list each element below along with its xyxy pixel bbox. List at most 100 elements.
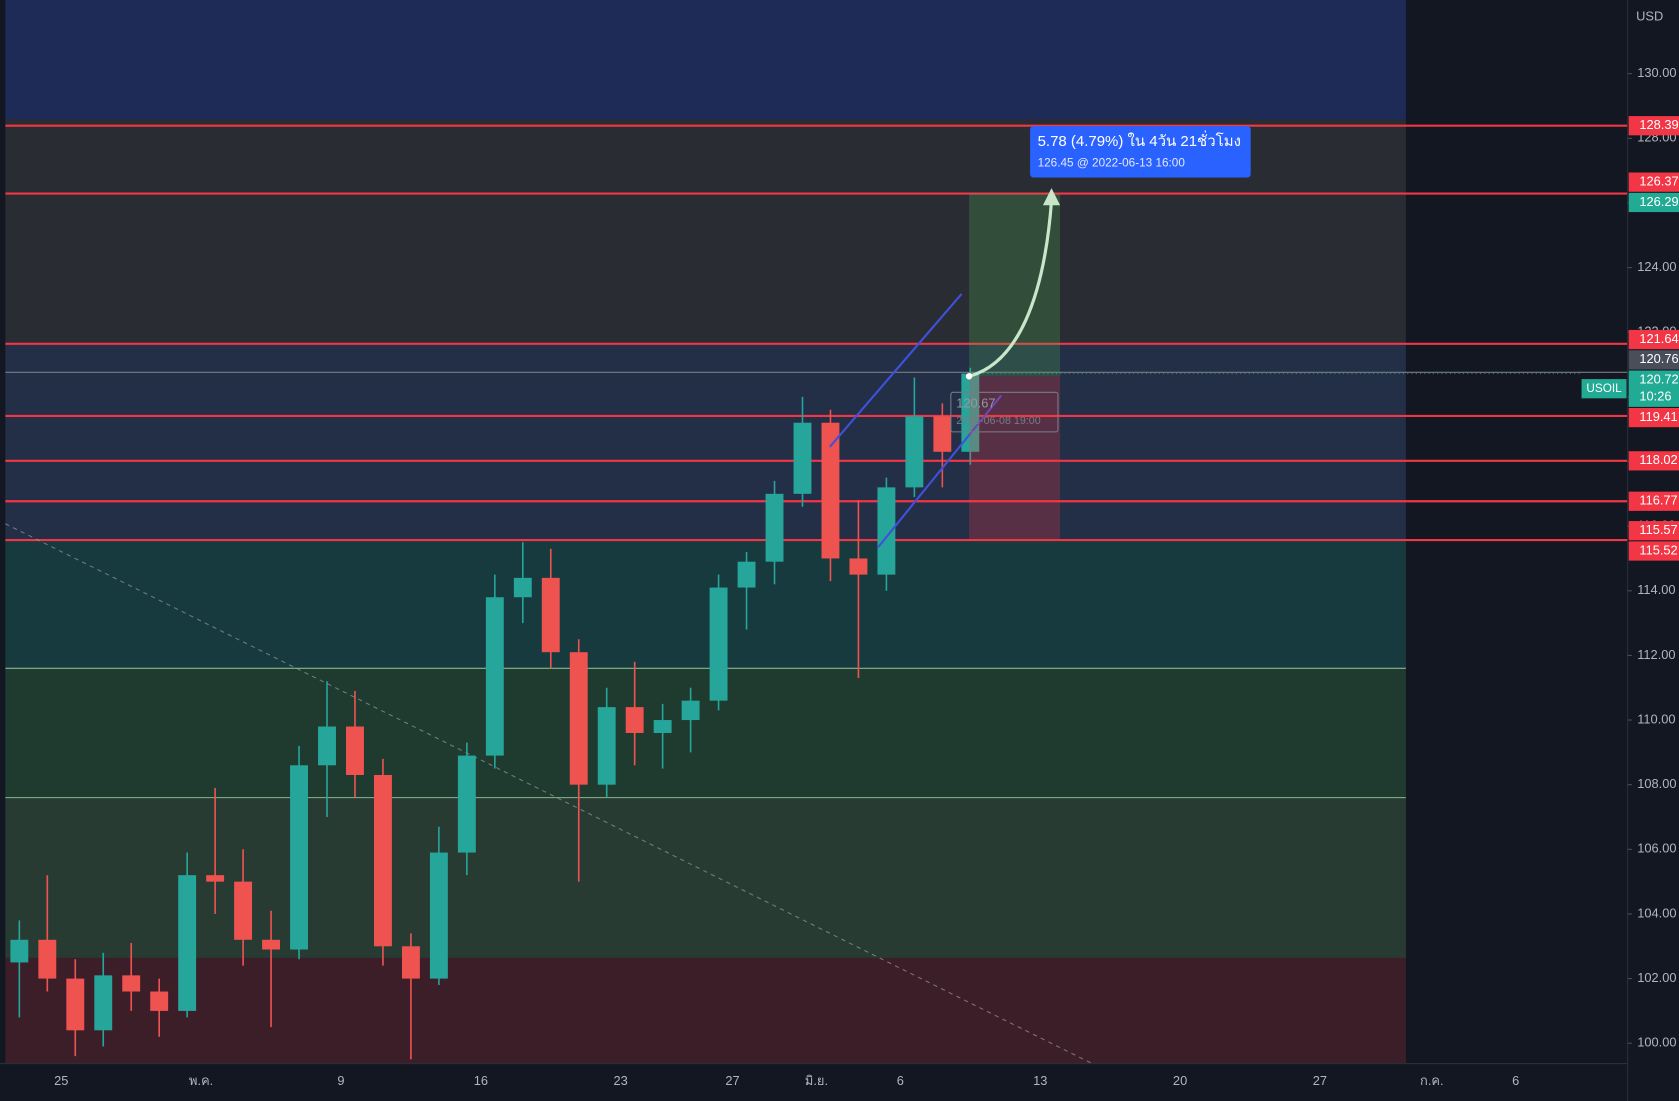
x-tick-label: 6 — [897, 1073, 904, 1088]
candle-body — [765, 493, 784, 562]
x-tick-label: 16 — [474, 1073, 488, 1088]
price-label-box — [1628, 350, 1679, 370]
candle-body — [10, 939, 29, 963]
candle-body — [234, 881, 253, 940]
x-tick-label: 27 — [725, 1073, 739, 1088]
price-label-box — [1628, 451, 1679, 471]
price-label: 120.72 — [1639, 372, 1678, 387]
price-label-box — [1628, 329, 1679, 350]
y-tick-label: 100.00 — [1637, 1035, 1676, 1050]
candle-body — [905, 416, 924, 488]
y-tick-label: 124.00 — [1637, 259, 1676, 274]
x-tick-label: 6 — [1512, 1073, 1519, 1088]
candle-body — [681, 700, 700, 721]
x-tick-label: มิ.ย. — [805, 1073, 828, 1088]
symbol-tag — [1581, 379, 1627, 399]
candle-body — [318, 726, 336, 766]
countdown: 10:26 — [1639, 389, 1671, 404]
candle-body — [709, 587, 728, 701]
y-tick-label: 110.00 — [1637, 711, 1675, 726]
symbol: USOIL — [1586, 382, 1622, 395]
stop-box — [969, 376, 1061, 541]
price-label-box — [1628, 370, 1679, 407]
candle-body — [485, 597, 504, 756]
candle-body — [793, 422, 812, 494]
x-tick-label: 20 — [1173, 1073, 1187, 1088]
arrow-start — [965, 373, 973, 380]
channel-line — [829, 293, 963, 448]
candle-body — [457, 755, 476, 853]
price-label: 116.77 — [1639, 493, 1677, 508]
price-label: 120.76 — [1639, 351, 1678, 366]
candle-body — [38, 939, 57, 979]
price-label: 115.57 — [1639, 522, 1677, 537]
zone — [5, 540, 1406, 669]
candle-body — [849, 558, 868, 575]
future-area — [1405, 0, 1628, 1064]
zone — [5, 0, 1406, 120]
candle-body — [373, 774, 392, 947]
candle-body — [625, 707, 644, 733]
measure-text: 5.78 (4.79%) ใน 4วัน 21ชั่วโมง — [1038, 130, 1241, 150]
price-note-text: 120.67 — [956, 395, 995, 410]
x-tick-label: 23 — [614, 1073, 628, 1088]
candle-body — [401, 946, 420, 979]
price-label-box — [1628, 192, 1679, 213]
price-label: 119.41 — [1639, 409, 1677, 424]
x-tick-label: ก.ค. — [1420, 1073, 1444, 1088]
candle-body — [877, 487, 896, 575]
y-tick-label: 130.00 — [1637, 65, 1676, 80]
candle-body — [66, 978, 85, 1031]
price-label: 126.29 — [1639, 194, 1678, 209]
zones — [5, 0, 1628, 1064]
price-label-box — [1628, 116, 1679, 136]
time-axis — [0, 1063, 1628, 1101]
levels — [5, 124, 1628, 542]
candle-body — [821, 422, 840, 559]
price-label-box — [1628, 491, 1679, 511]
measure-detail: 126.45 @ 2022-06-13 16:00 — [1038, 157, 1186, 170]
price-label: 115.52 — [1639, 542, 1677, 557]
candle-body — [513, 577, 532, 598]
candle-body — [178, 875, 197, 1011]
x-tick-label: 9 — [337, 1073, 344, 1088]
candle-body — [737, 561, 756, 588]
candle-body — [933, 416, 952, 452]
candle-body — [597, 707, 616, 785]
candle-body — [541, 577, 560, 653]
price-label-box — [1628, 172, 1679, 192]
channel-line — [877, 394, 1003, 548]
y-tick-label: 112.00 — [1637, 647, 1675, 662]
candle-body — [346, 726, 364, 775]
y-tick-label: 104.00 — [1637, 905, 1676, 920]
x-tick-label: พ.ค. — [189, 1073, 213, 1088]
candle-body — [206, 875, 225, 882]
axes: 100.00 102.00 104.00 106.00 108.00 110.00 112.… — [54, 65, 1679, 1088]
arrow-head — [1042, 188, 1061, 206]
zone — [5, 957, 1406, 1064]
price-label: 118.02 — [1639, 452, 1677, 467]
candle-body — [290, 765, 308, 950]
y-tick-label: 114.00 — [1637, 582, 1675, 597]
trend-line — [5, 523, 1093, 1065]
price-label-box — [1628, 541, 1679, 561]
x-tick-label: 27 — [1313, 1073, 1327, 1088]
price-label: 126.37 — [1639, 174, 1678, 189]
price-label-box — [1628, 407, 1679, 428]
candles — [10, 367, 980, 1060]
price-note-box — [950, 391, 1059, 433]
measure-box — [1030, 126, 1251, 178]
candle-body — [653, 720, 672, 733]
x-tick-label: 13 — [1033, 1073, 1047, 1088]
price-label: 121.64 — [1639, 331, 1678, 346]
price-note-detail: 2022-06-08 19:00 — [956, 415, 1041, 427]
projection-arrow — [968, 200, 1054, 378]
target-box — [969, 193, 1061, 377]
candle-body — [429, 852, 448, 979]
currency: USD — [1636, 9, 1663, 24]
y-tick-label: 106.00 — [1637, 841, 1676, 856]
candle-body — [150, 991, 169, 1011]
zone — [5, 343, 1406, 541]
